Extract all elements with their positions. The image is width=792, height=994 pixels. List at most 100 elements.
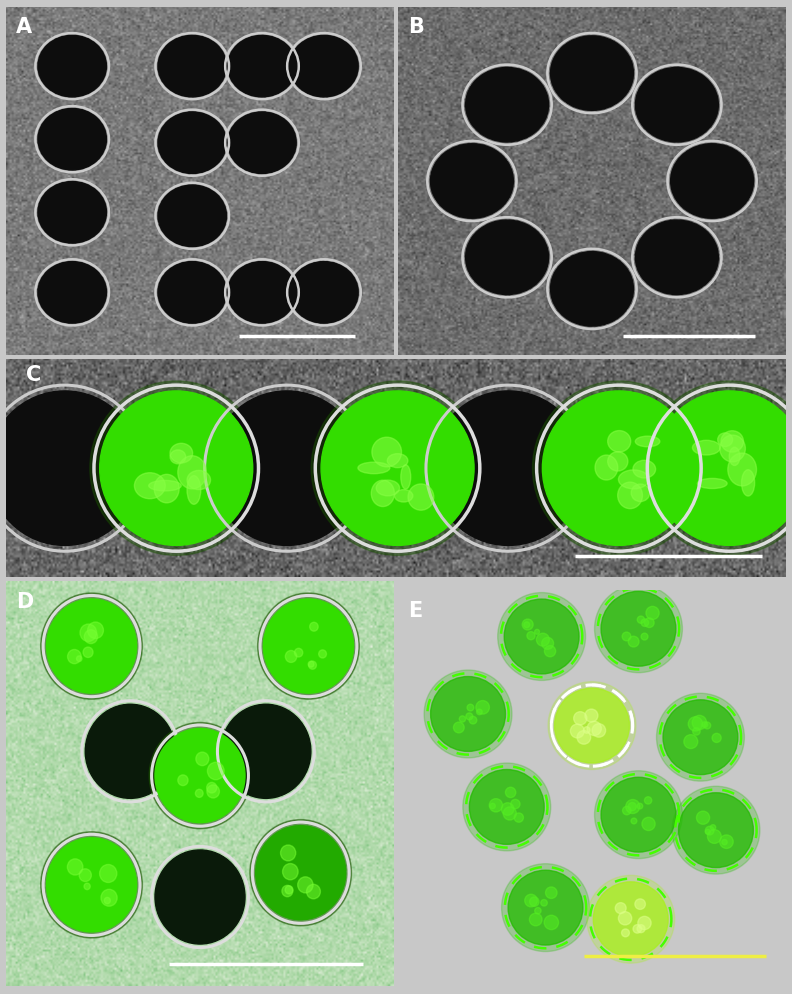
Circle shape: [467, 705, 474, 712]
Ellipse shape: [211, 392, 364, 546]
Circle shape: [283, 864, 298, 880]
Ellipse shape: [532, 382, 705, 556]
Ellipse shape: [618, 483, 642, 509]
Ellipse shape: [718, 433, 733, 447]
Circle shape: [425, 670, 512, 758]
Circle shape: [295, 649, 303, 657]
Circle shape: [550, 37, 634, 111]
Circle shape: [477, 710, 482, 715]
Ellipse shape: [728, 453, 756, 486]
Circle shape: [626, 800, 640, 814]
Circle shape: [646, 606, 659, 620]
Circle shape: [623, 806, 631, 815]
Ellipse shape: [154, 475, 179, 503]
Circle shape: [672, 786, 760, 874]
Circle shape: [544, 915, 558, 929]
Circle shape: [550, 252, 634, 327]
Circle shape: [101, 890, 117, 907]
Ellipse shape: [643, 382, 792, 556]
Circle shape: [514, 813, 524, 822]
Circle shape: [619, 911, 632, 925]
Ellipse shape: [595, 455, 618, 480]
Circle shape: [503, 807, 516, 820]
Circle shape: [290, 262, 358, 324]
Circle shape: [208, 762, 224, 780]
Ellipse shape: [432, 392, 584, 546]
Circle shape: [309, 661, 317, 670]
Circle shape: [158, 113, 227, 174]
Circle shape: [530, 897, 539, 907]
Ellipse shape: [100, 392, 253, 546]
Circle shape: [542, 638, 554, 650]
Circle shape: [84, 630, 97, 644]
Ellipse shape: [543, 392, 695, 546]
Circle shape: [544, 646, 556, 657]
Circle shape: [548, 682, 636, 769]
Circle shape: [228, 37, 296, 97]
Circle shape: [285, 651, 297, 663]
Circle shape: [469, 717, 477, 725]
Circle shape: [466, 69, 549, 143]
Circle shape: [490, 803, 495, 809]
Ellipse shape: [633, 461, 656, 478]
Circle shape: [282, 886, 293, 897]
Ellipse shape: [635, 436, 660, 447]
Circle shape: [207, 782, 217, 793]
Circle shape: [524, 622, 530, 628]
Circle shape: [615, 903, 626, 913]
Circle shape: [635, 899, 645, 910]
Circle shape: [86, 705, 175, 798]
Circle shape: [522, 619, 533, 630]
Circle shape: [635, 69, 718, 143]
Circle shape: [489, 799, 503, 812]
Circle shape: [706, 829, 710, 835]
Circle shape: [47, 838, 136, 932]
Circle shape: [463, 763, 550, 851]
Circle shape: [280, 845, 295, 861]
Circle shape: [622, 929, 630, 937]
Ellipse shape: [187, 476, 200, 505]
Circle shape: [250, 820, 352, 925]
Circle shape: [722, 840, 727, 845]
Circle shape: [470, 769, 544, 845]
Circle shape: [536, 633, 550, 646]
Ellipse shape: [692, 441, 720, 455]
Circle shape: [79, 869, 91, 882]
Circle shape: [318, 650, 326, 658]
Circle shape: [285, 886, 293, 894]
Circle shape: [702, 722, 708, 728]
Circle shape: [645, 797, 652, 804]
Circle shape: [105, 898, 110, 904]
Circle shape: [207, 785, 219, 798]
Circle shape: [228, 113, 296, 174]
Circle shape: [693, 728, 700, 736]
Circle shape: [633, 924, 642, 933]
Circle shape: [637, 924, 645, 932]
Circle shape: [631, 818, 637, 824]
Ellipse shape: [408, 484, 434, 511]
Ellipse shape: [729, 447, 740, 466]
Circle shape: [554, 689, 630, 763]
Circle shape: [623, 632, 631, 641]
Circle shape: [645, 618, 654, 628]
Circle shape: [158, 186, 227, 248]
Circle shape: [638, 616, 645, 623]
Circle shape: [38, 182, 106, 244]
Circle shape: [497, 593, 585, 681]
Circle shape: [505, 787, 516, 798]
Text: C: C: [26, 365, 41, 385]
Circle shape: [67, 859, 83, 875]
Circle shape: [696, 811, 710, 824]
Ellipse shape: [149, 481, 181, 491]
Ellipse shape: [170, 444, 192, 463]
Ellipse shape: [177, 456, 207, 489]
Ellipse shape: [170, 450, 186, 464]
Circle shape: [707, 830, 722, 844]
Circle shape: [657, 694, 744, 781]
Circle shape: [527, 632, 535, 640]
Circle shape: [310, 622, 318, 631]
Circle shape: [308, 661, 314, 668]
Circle shape: [38, 262, 106, 324]
Circle shape: [178, 775, 188, 786]
Circle shape: [595, 585, 683, 673]
